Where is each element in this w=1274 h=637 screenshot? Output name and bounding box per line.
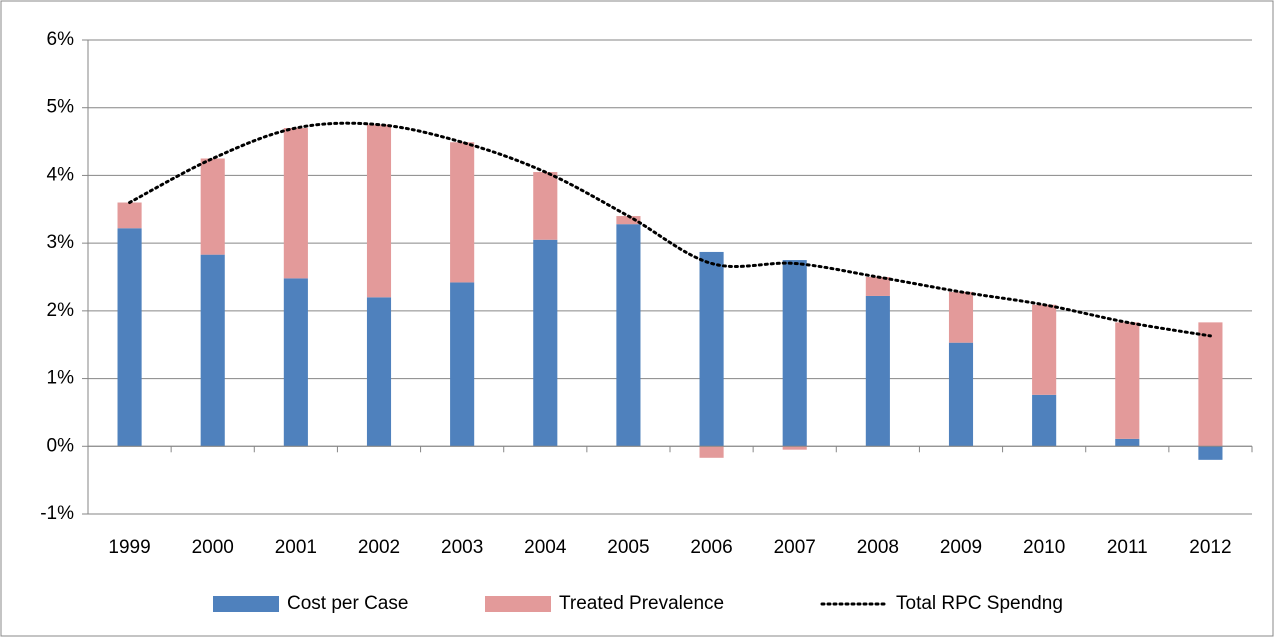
bar	[283, 128, 308, 279]
y-tick-label: 5%	[47, 97, 75, 118]
bar	[366, 124, 392, 298]
bar	[450, 282, 475, 447]
bar	[117, 228, 142, 447]
bar	[1115, 322, 1140, 439]
bar	[117, 202, 142, 229]
x-tick-label: 2005	[607, 537, 649, 558]
bar	[1032, 394, 1057, 447]
bar	[948, 342, 974, 447]
legend-label: Treated Prevalence	[559, 593, 724, 614]
bar	[782, 260, 807, 447]
bar	[699, 251, 724, 447]
bar	[699, 446, 724, 458]
bar	[1198, 322, 1223, 447]
y-tick-label: 3%	[47, 232, 75, 253]
legend-label: Total RPC Spendng	[896, 593, 1063, 614]
bar	[948, 291, 974, 343]
y-tick-label: -1%	[40, 503, 74, 524]
bar	[283, 278, 308, 447]
y-tick-label: 2%	[47, 300, 75, 321]
bar	[533, 239, 558, 447]
x-tick-label: 2002	[358, 537, 400, 558]
bar	[200, 254, 225, 447]
y-tick-label: 4%	[47, 164, 75, 185]
x-tick-label: 2009	[940, 537, 982, 558]
y-tick-label: 1%	[47, 368, 75, 389]
bar	[782, 446, 807, 450]
bar	[1115, 438, 1140, 447]
bar	[366, 297, 392, 447]
bar	[1198, 446, 1223, 460]
bar	[200, 158, 225, 255]
x-tick-label: 2008	[857, 537, 899, 558]
x-tick-label: 2006	[690, 537, 732, 558]
bar	[450, 142, 475, 283]
y-tick-label: 0%	[47, 435, 75, 456]
bar	[865, 277, 890, 296]
legend-swatch	[213, 596, 279, 612]
x-tick-label: 2004	[524, 537, 567, 558]
line	[128, 121, 1212, 338]
legend-swatch	[485, 596, 551, 612]
x-tick-label: 2012	[1189, 537, 1231, 558]
bar	[616, 216, 641, 225]
x-tick-label: 2007	[774, 537, 816, 558]
x-tick-label: 2001	[275, 537, 317, 558]
legend-label: Cost per Case	[287, 593, 408, 614]
bar	[1032, 304, 1057, 395]
y-tick-label: 6%	[47, 29, 75, 50]
x-tick-label: 2003	[441, 537, 483, 558]
x-tick-label: 1999	[108, 537, 150, 558]
x-tick-label: 2000	[192, 537, 234, 558]
x-tick-label: 2011	[1107, 537, 1148, 558]
bar	[865, 295, 890, 447]
x-tick-label: 2010	[1023, 537, 1065, 558]
bar	[533, 172, 558, 240]
bar	[616, 224, 641, 447]
